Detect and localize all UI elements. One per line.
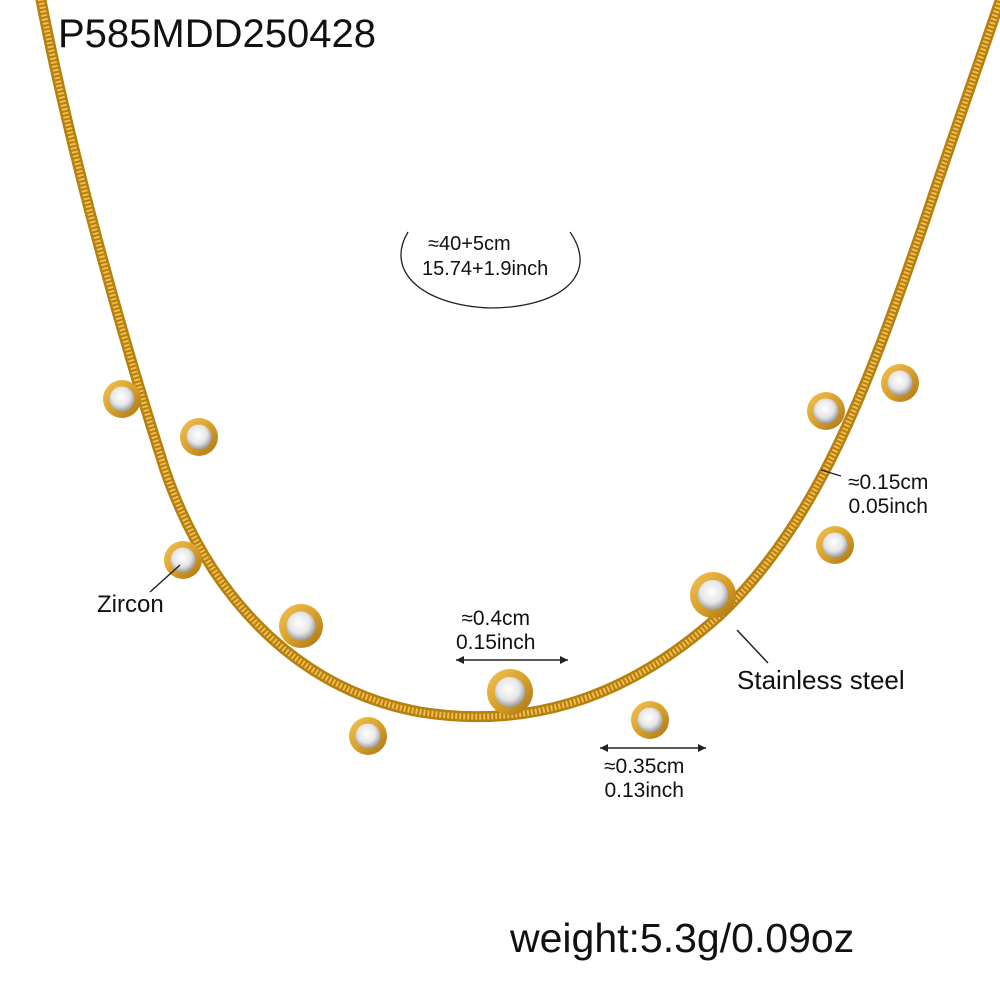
- sku-title: P585MDD250428: [58, 12, 376, 56]
- weight-label: weight:5.3g/0.09oz: [510, 915, 855, 961]
- zircon-charm: [881, 364, 919, 402]
- length-cm: ≈40+5cm: [428, 233, 511, 255]
- small-stone-annotation: ≈0.35cm 0.13inch: [604, 755, 684, 803]
- large-stone-cm: ≈0.4cm: [461, 607, 531, 630]
- large-stone-annotation: ≈0.4cm 0.15inch: [456, 607, 535, 655]
- chain-width-inch: 0.05inch: [848, 495, 928, 518]
- chain-width-cm: ≈0.15cm: [848, 471, 929, 494]
- length-arc: [400, 231, 581, 309]
- zircon-charm: [180, 418, 218, 456]
- length-inch: 15.74+1.9inch: [422, 258, 549, 280]
- length-annotation: ≈40+5cm 15.74+1.9inch: [422, 232, 548, 282]
- zircon-charm: [631, 701, 669, 739]
- large-stone-inch: 0.15inch: [456, 631, 536, 654]
- small-stone-inch: 0.13inch: [604, 779, 684, 802]
- chain-width-annotation: ≈0.15cm 0.05inch: [848, 471, 928, 519]
- stainless-steel-label: Stainless steel: [737, 665, 905, 695]
- zircon-charm: [349, 717, 387, 755]
- small-stone-cm: ≈0.35cm: [604, 755, 685, 778]
- zircon-charm: [807, 392, 845, 430]
- zircon-charm: [690, 572, 736, 618]
- zircon-charm: [164, 541, 202, 579]
- zircon-charm: [487, 669, 533, 715]
- zircon-label: Zircon: [97, 591, 164, 618]
- zircon-charm: [103, 380, 141, 418]
- zircon-charm: [279, 604, 323, 648]
- zircon-charm: [816, 526, 854, 564]
